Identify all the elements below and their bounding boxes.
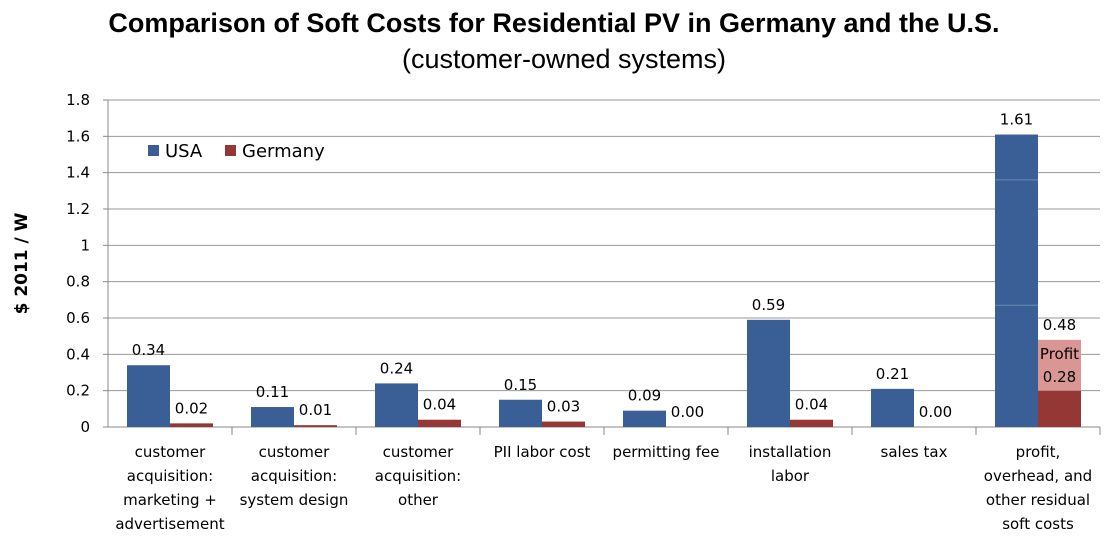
bar-germany — [294, 425, 337, 427]
profit-value-label: 0.28 — [1043, 368, 1076, 386]
x-tick-label: profit, — [1016, 443, 1061, 461]
bar-usa — [747, 319, 790, 427]
x-tick-label: acquisition: — [251, 467, 337, 485]
x-tick-label: PII labor cost — [494, 443, 591, 461]
bar-usa — [499, 399, 542, 427]
y-tick-label: 0.6 — [66, 309, 90, 327]
bar-germany — [418, 419, 461, 427]
legend-label-germany: Germany — [242, 141, 325, 162]
y-tick-label: 1.2 — [66, 200, 90, 218]
x-tick-label: advertisement — [115, 515, 224, 533]
x-tick-label: customer — [383, 443, 454, 461]
y-tick-label: 1.8 — [66, 91, 90, 109]
x-tick-label: labor — [771, 467, 810, 485]
x-tick-label: soft costs — [1002, 515, 1074, 533]
x-tick-label: acquisition: — [375, 467, 461, 485]
bar-usa — [871, 388, 914, 427]
bar-germany — [170, 423, 213, 427]
x-tick-label: customer — [259, 443, 330, 461]
data-label: 0.04 — [795, 396, 828, 414]
chart-subtitle: (customer-owned systems) — [401, 44, 727, 74]
bar-usa — [995, 134, 1038, 427]
data-label: 0.15 — [504, 376, 537, 394]
data-label: 0.11 — [256, 383, 289, 401]
data-label: 0.59 — [752, 296, 785, 314]
data-label: 0.00 — [919, 403, 952, 421]
legend-swatch-germany — [225, 145, 236, 156]
x-tick-label: customer — [135, 443, 206, 461]
data-label: 0.48 — [1043, 316, 1076, 334]
data-label: 0.03 — [547, 398, 580, 416]
data-label: 1.61 — [1000, 111, 1033, 129]
chart-title: Comparison of Soft Costs for Residential… — [108, 8, 1000, 38]
y-tick-label: 1.4 — [66, 164, 90, 182]
x-tick-label: permitting fee — [613, 443, 720, 461]
bar-germany — [790, 419, 833, 427]
y-tick-label: 1 — [80, 236, 90, 254]
x-tick-label: system design — [240, 491, 349, 509]
x-tick-label: installation — [749, 443, 832, 461]
bar-usa — [251, 407, 294, 427]
data-label: 0.24 — [380, 359, 413, 377]
profit-label: Profit — [1040, 345, 1079, 363]
x-tick-label: marketing + — [123, 491, 217, 509]
data-label: 0.02 — [175, 399, 208, 417]
x-tick-label: sales tax — [881, 443, 948, 461]
x-tick-label: overhead, and — [984, 467, 1092, 485]
legend-label-usa: USA — [165, 141, 203, 162]
bar-usa — [623, 410, 666, 427]
y-tick-label: 0.8 — [66, 273, 90, 291]
x-tick-label: acquisition: — [127, 467, 213, 485]
bar-germany-profit — [1038, 339, 1081, 391]
bar-usa — [127, 365, 170, 427]
x-tick-label: other residual — [986, 491, 1090, 509]
y-tick-label: 0 — [80, 418, 90, 436]
y-tick-label: 1.6 — [66, 127, 90, 145]
data-label: 0.21 — [876, 365, 909, 383]
bar-germany — [542, 421, 585, 427]
data-label: 0.09 — [628, 387, 661, 405]
data-label: 0.00 — [671, 403, 704, 421]
bar-germany — [1038, 390, 1081, 427]
data-label: 0.01 — [299, 401, 332, 419]
y-axis-label: $ 2011 / W — [12, 212, 32, 314]
bar-usa — [375, 383, 418, 427]
y-tick-label: 0.4 — [66, 345, 90, 363]
data-label: 0.04 — [423, 396, 456, 414]
y-tick-label: 0.2 — [66, 382, 90, 400]
data-label: 0.34 — [132, 341, 165, 359]
x-tick-label: other — [398, 491, 439, 509]
legend-swatch-usa — [148, 145, 159, 156]
